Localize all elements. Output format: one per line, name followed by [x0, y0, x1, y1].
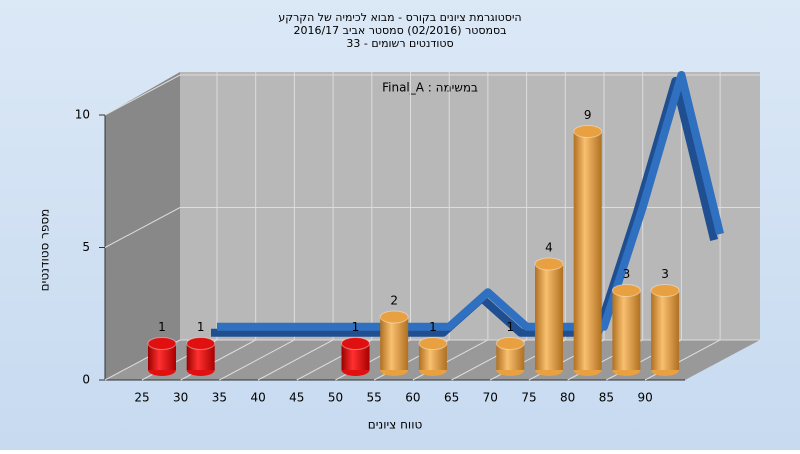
- grid-line: [451, 72, 528, 381]
- annotation: במשימה : Final_A: [382, 81, 478, 95]
- x-tick-label: 50: [328, 391, 343, 405]
- data-label: 1: [158, 320, 166, 334]
- grid-line: [104, 339, 760, 381]
- bar-cap: [611, 284, 641, 297]
- x-tick-label: 75: [521, 391, 536, 405]
- x-tick-label: 90: [637, 391, 652, 405]
- bar-cap: [379, 310, 409, 324]
- x-tick-label: 35: [212, 391, 227, 405]
- data-label: 2: [390, 294, 398, 308]
- grid-line: [104, 207, 760, 248]
- data-label: 1: [352, 320, 360, 334]
- x-tick-label: 45: [289, 391, 304, 405]
- y-axis-label: מספר סטודנטים: [38, 209, 52, 292]
- bar: [573, 131, 602, 370]
- data-label: 4: [545, 241, 553, 255]
- x-tick-label: 65: [444, 391, 459, 405]
- y-tick-label: 5: [82, 240, 90, 254]
- bar-cap: [534, 257, 564, 271]
- grid-line: [104, 74, 760, 116]
- bar-cap: [418, 337, 448, 350]
- left-wall: [105, 72, 180, 380]
- x-tick-label: 80: [560, 391, 575, 405]
- data-label: 9: [584, 108, 592, 122]
- x-tick-label: 25: [134, 391, 149, 405]
- chart-title: סטודנטים רשומים - 33: [346, 37, 453, 50]
- chart-title: היסטוגרמת ציונים בקורס - מבוא לכימיה של …: [278, 11, 521, 24]
- y-tick-label: 0: [82, 373, 90, 387]
- data-label: 3: [661, 267, 669, 281]
- bar-cap: [573, 125, 603, 138]
- bar: [380, 317, 409, 370]
- data-label: 1: [429, 320, 437, 334]
- x-tick-label: 40: [250, 391, 265, 405]
- bar-cap: [341, 337, 370, 350]
- bar: [651, 290, 680, 370]
- bar-cap: [650, 284, 680, 297]
- data-label: 3: [623, 267, 631, 281]
- x-tick-label: 85: [599, 391, 614, 405]
- grid-line: [257, 72, 334, 381]
- chart-title: בסמסטר (02/2016) סמסטר אביב 2016/17: [293, 24, 506, 37]
- bar: [535, 264, 563, 370]
- bar: [612, 290, 641, 370]
- x-tick-label: 55: [367, 391, 382, 405]
- bar-cap: [186, 337, 216, 350]
- line: [217, 71, 724, 331]
- x-tick-label: 30: [173, 391, 188, 405]
- bar-cap: [495, 337, 525, 350]
- y-tick-label: 10: [75, 108, 90, 122]
- x-axis-label: טווח ציונים: [368, 418, 423, 432]
- data-label: 1: [197, 320, 205, 334]
- grid-line: [219, 72, 295, 381]
- data-label: 1: [506, 320, 514, 334]
- x-tick-label: 70: [483, 391, 498, 405]
- grid-line: [296, 72, 373, 381]
- bar-cap: [147, 337, 177, 350]
- x-tick-label: 60: [405, 391, 420, 405]
